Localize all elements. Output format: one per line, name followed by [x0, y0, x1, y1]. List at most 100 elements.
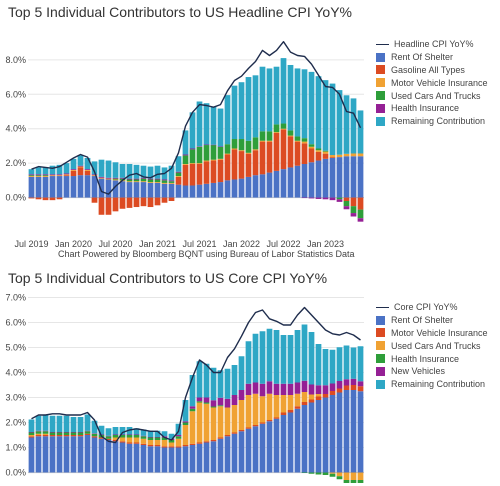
- bar: [252, 425, 259, 427]
- bar: [154, 178, 161, 180]
- bar: [357, 197, 364, 210]
- bar: [329, 383, 336, 391]
- bar: [161, 183, 168, 198]
- bar: [231, 149, 238, 180]
- bar: [252, 426, 259, 473]
- bar: [133, 437, 140, 443]
- bar: [119, 435, 126, 438]
- bar: [301, 138, 308, 142]
- bar: [154, 182, 161, 183]
- legend-swatch: [376, 78, 385, 88]
- bar: [126, 179, 133, 182]
- bar: [119, 434, 126, 435]
- legend-item-motor-vehicle-insurance[interactable]: Motor Vehicle Insurance: [376, 327, 488, 340]
- y-tick-label: 4.0%: [5, 368, 26, 378]
- bar: [105, 160, 112, 178]
- bar: [308, 399, 315, 403]
- bar: [259, 331, 266, 384]
- legend-item-headline-cpi-yoy[interactable]: Headline CPI YoY%: [376, 38, 488, 51]
- bar: [350, 378, 357, 385]
- bar: [217, 159, 224, 183]
- legend-item-new-vehicles[interactable]: New Vehicles: [376, 365, 488, 378]
- bar: [350, 347, 357, 379]
- bar: [301, 392, 308, 402]
- bar: [119, 181, 126, 198]
- bar: [357, 472, 364, 480]
- bar: [70, 176, 77, 198]
- bar: [350, 153, 357, 157]
- legend-item-health-insurance[interactable]: Health Insurance: [376, 352, 488, 365]
- x-tick-label: Jan 2020: [55, 239, 92, 249]
- bar: [224, 95, 231, 145]
- bar: [189, 185, 196, 198]
- x-tick-label: Jan 2023: [307, 239, 344, 249]
- bar: [77, 436, 84, 473]
- bar: [147, 197, 154, 208]
- legend-item-rent-of-shelter[interactable]: Rent Of Shelter: [376, 51, 488, 64]
- chart-title: Top 5 Individual Contributors to US Core…: [8, 270, 328, 286]
- bar: [294, 382, 301, 394]
- bar: [35, 167, 42, 175]
- bar: [189, 443, 196, 445]
- bar: [77, 155, 84, 166]
- bar: [343, 390, 350, 473]
- bar: [231, 365, 238, 395]
- bar: [28, 419, 35, 432]
- bar: [245, 140, 252, 153]
- bar: [210, 441, 217, 473]
- bar: [238, 139, 245, 151]
- bar: [203, 363, 210, 398]
- bar: [329, 155, 336, 158]
- legend-item-remaining-contribution[interactable]: Remaining Contribution: [376, 378, 488, 391]
- bar: [273, 395, 280, 418]
- bar: [56, 174, 63, 176]
- legend-item-rent-of-shelter[interactable]: Rent Of Shelter: [376, 314, 488, 327]
- bar: [336, 392, 343, 473]
- bar: [343, 156, 350, 198]
- bar: [189, 149, 196, 164]
- bar: [287, 412, 294, 473]
- bar: [231, 432, 238, 434]
- bar: [280, 335, 287, 384]
- legend-item-motor-vehicle-insurance[interactable]: Motor Vehicle Insurance: [376, 76, 488, 89]
- bar: [217, 405, 224, 407]
- bar: [77, 167, 84, 176]
- bar: [63, 174, 70, 176]
- bar: [105, 438, 112, 440]
- bar: [70, 417, 77, 432]
- bar: [91, 420, 98, 434]
- headline-cpi-chart-panel: Top 5 Individual Contributors to US Head…: [5, 4, 488, 259]
- bar: [196, 101, 203, 147]
- bar: [224, 154, 231, 181]
- bar: [161, 431, 168, 437]
- series-health-insurance: [28, 401, 364, 483]
- bar: [231, 85, 238, 140]
- bar: [84, 430, 91, 432]
- legend-item-health-insurance[interactable]: Health Insurance: [376, 102, 488, 115]
- legend-item-core-cpi-yoy[interactable]: Core CPI YoY%: [376, 301, 488, 314]
- legend-item-used-cars-and-trucks[interactable]: Used Cars And Trucks: [376, 89, 488, 102]
- bar: [203, 442, 210, 473]
- legend-item-gasoline-all-types[interactable]: Gasoline All Types: [376, 64, 488, 77]
- bar: [196, 146, 203, 164]
- bar: [175, 184, 182, 198]
- bar: [49, 174, 56, 176]
- bar: [105, 440, 112, 473]
- bar: [42, 176, 49, 198]
- bar: [182, 422, 189, 425]
- bar: [273, 133, 280, 171]
- bar: [112, 179, 119, 181]
- bar: [357, 110, 364, 154]
- bar: [301, 472, 308, 473]
- bar: [140, 435, 147, 437]
- bar: [28, 175, 35, 177]
- bar: [343, 153, 350, 157]
- bar: [308, 162, 315, 198]
- bar: [175, 436, 182, 439]
- bar: [133, 178, 140, 180]
- legend-item-used-cars-and-trucks[interactable]: Used Cars And Trucks: [376, 339, 488, 352]
- bar: [42, 174, 49, 176]
- legend-item-remaining-contribution[interactable]: Remaining Contribution: [376, 115, 488, 128]
- bar: [161, 179, 168, 181]
- bar: [28, 432, 35, 435]
